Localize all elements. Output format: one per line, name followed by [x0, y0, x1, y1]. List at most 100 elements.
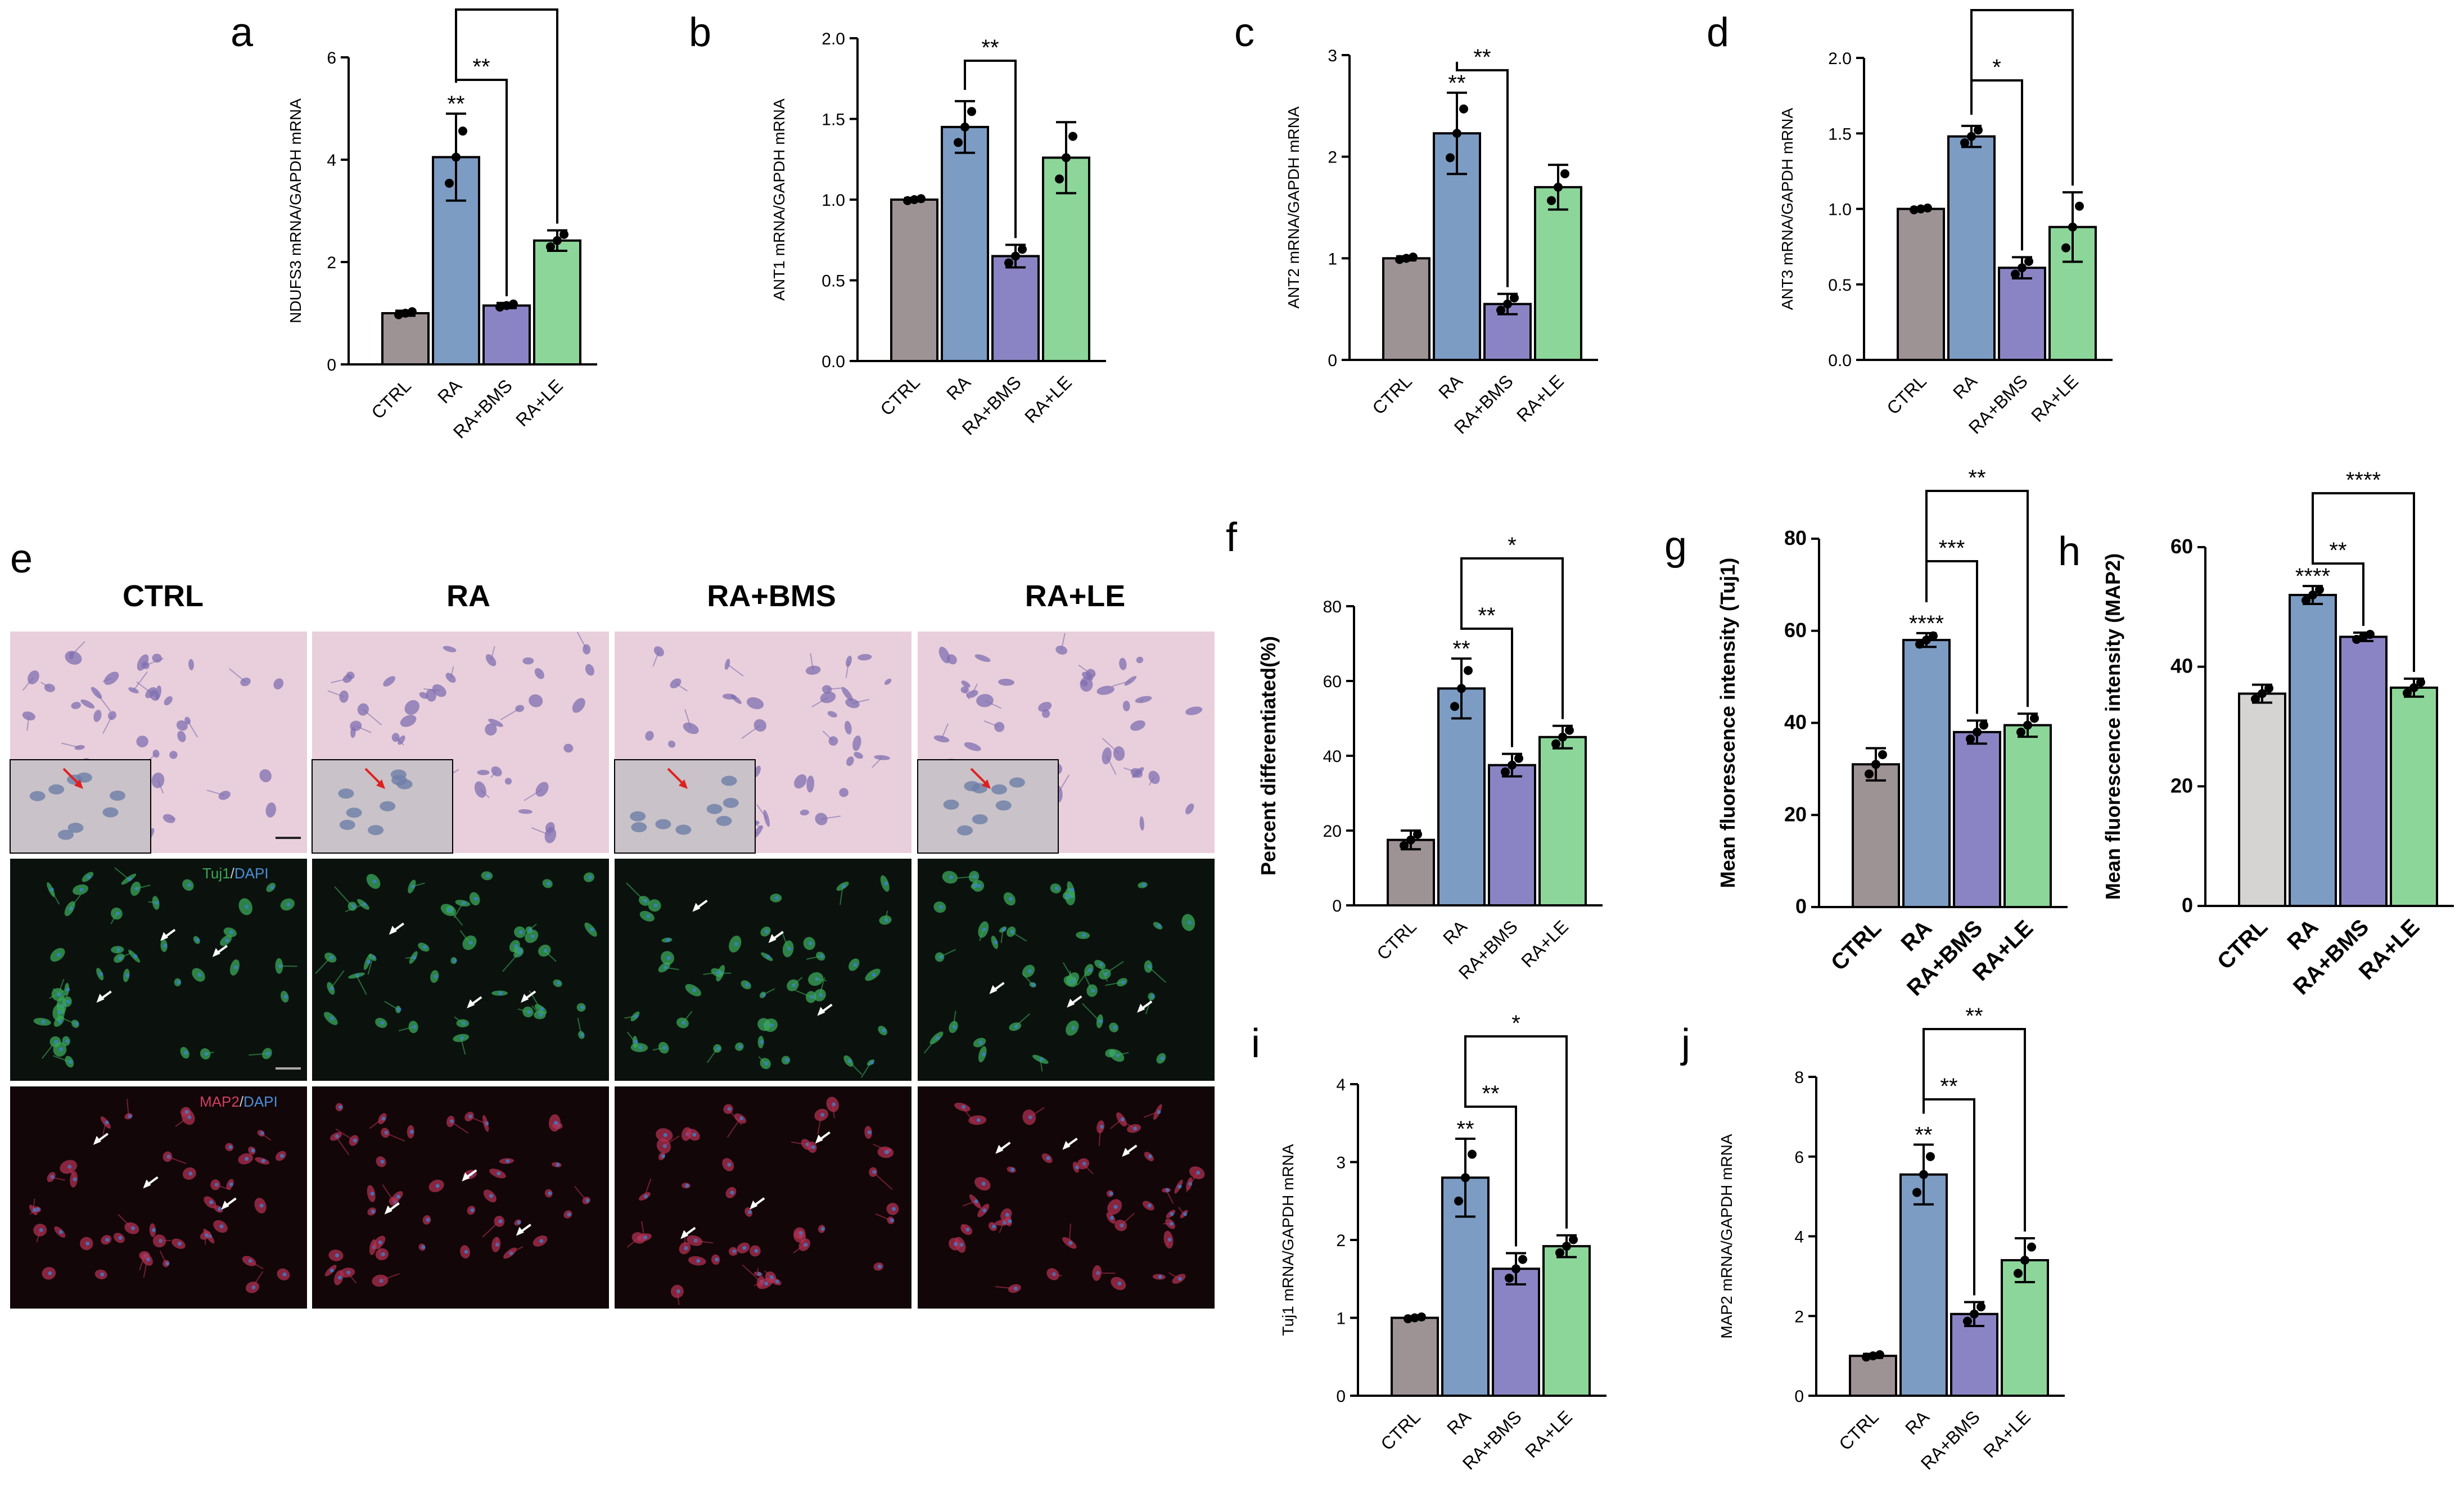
data-point: [1926, 1152, 1935, 1161]
inset-cell: [339, 819, 355, 830]
y-axis-label: ANT2 mRNA/GAPDH mRNA: [1285, 106, 1302, 309]
bracket-significance-label: **: [981, 35, 999, 60]
nucleus-mark: [540, 1007, 544, 1012]
neurite-mark: [119, 952, 132, 959]
neurite-mark: [741, 725, 761, 739]
cell-mark: [545, 822, 555, 833]
x-category-label: RA: [1896, 915, 1937, 956]
neurite-mark: [22, 676, 34, 691]
data-point: [408, 307, 417, 317]
cell-mark: [504, 778, 512, 785]
nucleus-mark: [1141, 883, 1146, 887]
bracket-significance-label: **: [1940, 1074, 1957, 1099]
red-arrowhead-icon: [982, 779, 991, 789]
nucleus-mark: [266, 1052, 270, 1056]
inset-cell: [48, 784, 65, 795]
neurite-mark: [793, 989, 811, 998]
neurite-mark: [369, 1118, 383, 1129]
nucleus-mark: [498, 1219, 503, 1224]
data-point: [2366, 630, 2375, 639]
data-point: [1011, 251, 1020, 261]
nucleus-mark: [784, 1058, 789, 1062]
nucleus-mark: [372, 879, 377, 883]
data-point: [394, 310, 403, 319]
nucleus-mark: [539, 1239, 544, 1243]
data-point: [2014, 1269, 2023, 1278]
neurite-mark: [544, 950, 557, 962]
y-tick-label: 3: [1336, 1154, 1346, 1172]
x-category-label: RA: [1901, 1406, 1933, 1438]
cell-mark: [858, 654, 872, 661]
data-point: [1464, 666, 1473, 675]
data-point: [1565, 725, 1574, 735]
panel-letter-g: g: [1664, 524, 1687, 569]
data-point: [2308, 590, 2317, 600]
y-tick-label: 1: [1328, 250, 1337, 268]
y-tick-label: 20: [2170, 774, 2193, 797]
chart-b: 0.0 0.5 1.0 1.5 2.0 ANT1 mRNA/GAPDH mRNA CTRL R…: [770, 30, 1106, 439]
neurite-mark: [576, 632, 588, 650]
neurite-mark: [964, 689, 970, 700]
bar-ra-le: [2048, 225, 2097, 361]
cell-mark: [398, 735, 405, 745]
nucleus-mark: [1157, 1110, 1161, 1115]
inset-cell: [76, 772, 92, 783]
nucleus-mark: [808, 941, 813, 946]
neurite-mark: [167, 1156, 187, 1165]
nucleus-mark: [715, 1257, 719, 1262]
bar-ra-le: [533, 239, 581, 366]
neurite-mark: [758, 1056, 766, 1064]
neurite-mark: [398, 1026, 414, 1032]
nucleus-mark: [225, 938, 229, 942]
nucleus-mark: [229, 930, 233, 935]
nucleus-mark: [184, 1050, 188, 1055]
nucleus-mark: [585, 1198, 590, 1203]
neurite-mark: [941, 723, 949, 739]
nucleus-mark: [764, 1282, 769, 1286]
micrograph-tile: [10, 1086, 307, 1309]
neurite-mark: [517, 1008, 529, 1013]
neurite-mark: [69, 894, 82, 909]
data-point: [1963, 1316, 1972, 1326]
nucleus-mark: [1170, 1212, 1174, 1216]
nucleus-mark: [1120, 1223, 1124, 1228]
nucleus-mark: [1148, 1154, 1152, 1159]
nucleus-mark: [187, 1115, 192, 1120]
data-point: [1395, 255, 1404, 264]
cell-mark: [80, 699, 95, 709]
panel-letter-b: b: [689, 10, 711, 55]
neurite-mark: [694, 1240, 714, 1244]
white-arrowhead-icon: [389, 926, 397, 935]
map2-dapi-marker: DAPI: [243, 1093, 278, 1110]
neurite-mark: [1116, 1052, 1129, 1056]
cell-mark: [1136, 656, 1144, 664]
nucleus-mark: [1071, 1026, 1076, 1030]
neurite-mark: [331, 678, 348, 684]
nucleus-mark: [973, 874, 977, 879]
data-point: [1919, 1170, 1928, 1179]
nucleus-mark: [506, 1159, 510, 1163]
micrograph-tile: [312, 1086, 609, 1309]
nucleus-mark: [548, 1191, 552, 1196]
nucleus-mark: [792, 983, 796, 987]
neurite-mark: [490, 646, 495, 661]
bar-ra: [1437, 687, 1486, 907]
x-category-label: RA: [2282, 914, 2323, 955]
nucleus-mark: [978, 1040, 983, 1045]
y-tick-label: 8: [1794, 1068, 1804, 1087]
neurite-mark: [1082, 1163, 1094, 1175]
bar-ctrl: [1391, 1316, 1439, 1397]
neurite-mark: [644, 1178, 652, 1197]
nucleus-mark: [338, 1105, 342, 1109]
neurite-mark: [1185, 1172, 1198, 1193]
bar-ra: [1899, 1173, 1948, 1397]
cell-mark: [529, 694, 543, 707]
nucleus-mark: [228, 1145, 233, 1149]
nucleus-mark: [367, 960, 371, 964]
neurite-mark: [1178, 1207, 1185, 1215]
nucleus-mark: [259, 1203, 264, 1208]
nucleus-mark: [412, 1025, 417, 1029]
nucleus-mark: [530, 934, 535, 939]
nucleus-mark: [330, 1268, 334, 1273]
nucleus-mark: [981, 1181, 986, 1186]
